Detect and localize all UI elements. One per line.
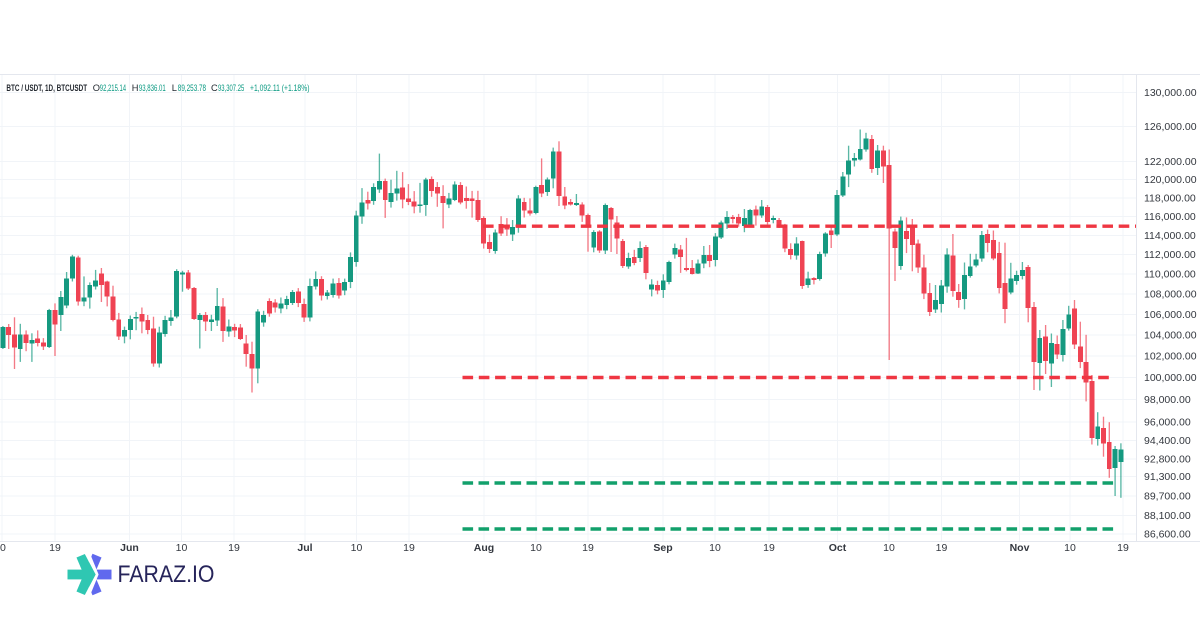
svg-text:10: 10	[530, 542, 542, 554]
svg-text:102,000.00: 102,000.00	[1144, 351, 1197, 363]
svg-text:89,700.00: 89,700.00	[1144, 490, 1191, 502]
svg-text:104,000.00: 104,000.00	[1144, 330, 1197, 342]
svg-text:86,600.00: 86,600.00	[1144, 529, 1191, 541]
svg-text:112,000.00: 112,000.00	[1144, 249, 1196, 261]
svg-text:108,000.00: 108,000.00	[1144, 289, 1197, 301]
svg-text:10: 10	[351, 542, 363, 554]
svg-text:Jun: Jun	[120, 542, 139, 554]
svg-text:19: 19	[228, 542, 240, 554]
svg-text:O: O	[93, 83, 100, 93]
svg-text:19: 19	[582, 542, 594, 554]
svg-text:Oct: Oct	[829, 542, 847, 554]
svg-text:130,000.00: 130,000.00	[1144, 87, 1197, 99]
svg-text:Jul: Jul	[297, 542, 312, 554]
svg-text:10: 10	[883, 542, 895, 554]
svg-text:93,307.25: 93,307.25	[218, 83, 244, 93]
svg-text:L: L	[172, 83, 177, 93]
svg-text:Sep: Sep	[653, 542, 672, 554]
svg-text:116,000.00: 116,000.00	[1144, 211, 1196, 223]
svg-text:0: 0	[0, 542, 6, 554]
svg-text:19: 19	[403, 542, 415, 554]
svg-text:C: C	[211, 83, 218, 93]
svg-text:106,000.00: 106,000.00	[1144, 309, 1197, 321]
svg-text:88,100.00: 88,100.00	[1144, 510, 1191, 522]
svg-text:89,253.78: 89,253.78	[178, 83, 206, 93]
svg-text:10: 10	[1064, 542, 1076, 554]
svg-text:94,400.00: 94,400.00	[1144, 435, 1191, 447]
svg-text:FARAZ.IO: FARAZ.IO	[118, 561, 215, 588]
svg-text:98,000.00: 98,000.00	[1144, 394, 1191, 406]
svg-text:+1,092.11 (+1.18%): +1,092.11 (+1.18%)	[250, 83, 310, 93]
svg-text:92,215.14: 92,215.14	[100, 83, 126, 93]
svg-text:10: 10	[176, 542, 188, 554]
svg-text:96,000.00: 96,000.00	[1144, 417, 1191, 429]
svg-text:120,000.00: 120,000.00	[1144, 174, 1197, 186]
svg-text:19: 19	[763, 542, 775, 554]
svg-text:114,000.00: 114,000.00	[1144, 230, 1196, 242]
svg-text:118,000.00: 118,000.00	[1144, 192, 1196, 204]
svg-text:100,000.00: 100,000.00	[1144, 372, 1197, 384]
svg-text:92,800.00: 92,800.00	[1144, 453, 1191, 465]
svg-text:19: 19	[49, 542, 61, 554]
svg-text:126,000.00: 126,000.00	[1144, 121, 1197, 133]
svg-text:19: 19	[936, 542, 948, 554]
svg-text:91,300.00: 91,300.00	[1144, 471, 1191, 483]
svg-text:BTC / USDT, 1D, BTCUSDT: BTC / USDT, 1D, BTCUSDT	[6, 83, 87, 93]
svg-text:122,000.00: 122,000.00	[1144, 156, 1197, 168]
svg-text:H: H	[132, 83, 139, 93]
svg-text:19: 19	[1117, 542, 1129, 554]
svg-text:93,836.01: 93,836.01	[139, 83, 166, 93]
svg-text:10: 10	[709, 542, 721, 554]
svg-text:110,000.00: 110,000.00	[1144, 269, 1196, 281]
svg-text:Aug: Aug	[474, 542, 494, 554]
svg-text:Nov: Nov	[1010, 542, 1030, 554]
